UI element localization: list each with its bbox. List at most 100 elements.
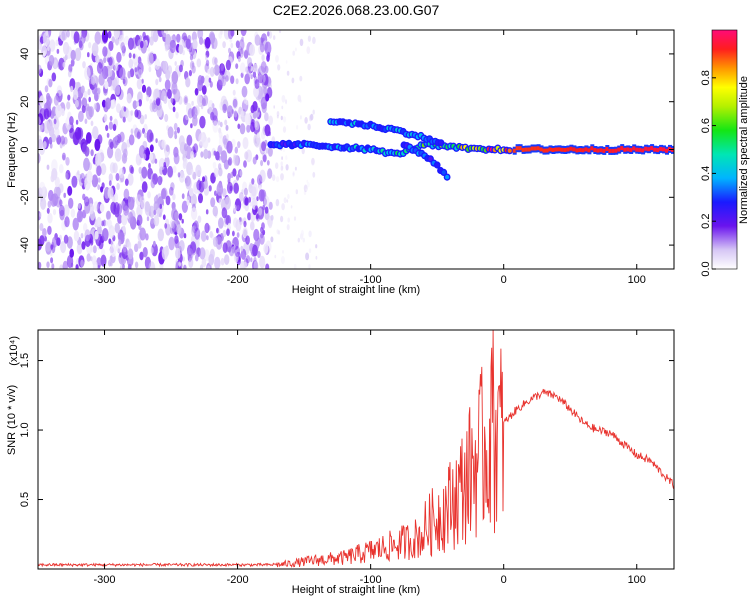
spectrogram-cell	[154, 88, 160, 99]
spectrogram-cell	[118, 168, 124, 179]
spectrogram-cell	[226, 140, 233, 154]
spectrogram-cell	[101, 182, 105, 189]
spectrogram-cell	[109, 255, 113, 262]
spectrogram-cell	[178, 261, 181, 267]
spectrogram-cell	[164, 223, 168, 229]
spectrogram-cell	[276, 176, 280, 183]
spectrogram-cell	[53, 95, 60, 106]
spectrogram-cell	[87, 52, 90, 58]
spectrogram-cell	[224, 254, 230, 265]
spectrogram-track-core	[659, 146, 664, 151]
spectrogram-cell	[167, 126, 174, 139]
spectrogram-cell	[40, 196, 43, 202]
spectrogram-cell	[303, 184, 308, 193]
spectrogram-cell	[39, 108, 46, 122]
spectrogram-cell	[148, 261, 156, 269]
spectrogram-cell	[66, 30, 70, 38]
spectrogram-cell	[142, 153, 147, 160]
spectrogram-cell	[178, 44, 184, 55]
spectrogram-cell	[195, 254, 199, 262]
spectrogram-cell	[93, 103, 98, 110]
spectrogram-cell	[281, 203, 285, 211]
spectrogram-cell	[297, 94, 302, 102]
spectrogram-cell	[108, 57, 113, 66]
spectrogram-cell	[149, 144, 154, 153]
spectrogram-cell	[108, 121, 113, 130]
spectrogram-cell	[155, 97, 161, 106]
colorbar-tick-label: 0.4	[700, 166, 712, 181]
spectrogram-cell	[253, 63, 258, 73]
spectrogram-cell	[47, 212, 53, 224]
spectrogram-cell	[108, 173, 113, 182]
spectrogram-cell	[111, 99, 117, 108]
spectrogram-cell	[282, 146, 286, 153]
spectrogram-cell	[234, 146, 238, 154]
spectrogram-cell	[214, 190, 217, 196]
spectrogram-track-core	[536, 146, 541, 151]
spectrogram-cell	[216, 182, 224, 196]
spectrogram-track-core	[569, 146, 574, 151]
spectrogram-cell	[51, 168, 58, 181]
spectrogram-cell	[190, 123, 193, 129]
spectrogram-cell	[50, 257, 54, 264]
spectrogram-cell	[218, 131, 223, 139]
spectrogram-cell	[114, 63, 119, 72]
spectrogram-track-core	[578, 148, 583, 152]
spectrogram-cell	[103, 57, 107, 64]
spectrogram-cell	[84, 66, 91, 80]
spectrogram-cell	[85, 106, 93, 120]
spectrogram-cell	[236, 174, 240, 181]
spectrogram-cell	[312, 171, 316, 178]
spectrogram-cell	[158, 140, 162, 147]
spectrogram-cell	[183, 114, 189, 126]
spectrogram-cell	[227, 222, 231, 229]
spectrogram-cell	[262, 154, 267, 163]
spectrogram-cell	[112, 162, 118, 174]
spectrogram-cell	[90, 74, 96, 86]
spectrogram-ytick-label: 20	[19, 96, 31, 108]
spectrogram-cell	[196, 94, 203, 106]
spectrogram-cell	[160, 188, 167, 200]
spectrogram-cell	[136, 131, 141, 140]
spectrogram-cell	[96, 62, 103, 74]
spectrogram-cell	[39, 95, 45, 107]
spectrogram-cell	[257, 107, 261, 113]
snr-ylabel: SNR (10 * v/v)	[6, 385, 18, 455]
spectrogram-cell	[183, 143, 188, 152]
spectrogram-cell	[243, 261, 247, 269]
spectrogram-cell	[260, 96, 268, 110]
spectrogram-cell	[115, 173, 120, 181]
spectrogram-cell	[157, 228, 164, 242]
spectrogram-cell	[311, 157, 315, 165]
spectrogram-cell	[281, 95, 286, 103]
spectrogram-cell	[70, 208, 76, 218]
spectrogram-cell	[126, 139, 131, 148]
spectrogram-cell	[240, 30, 247, 37]
spectrogram-cell	[225, 75, 229, 82]
spectrogram-cell	[138, 69, 143, 79]
spectrogram-cell	[262, 229, 266, 236]
spectrogram-cell	[163, 162, 166, 168]
spectrogram-cell	[280, 173, 284, 181]
spectrogram-cell	[77, 170, 80, 176]
spectrogram-track-core	[572, 147, 577, 152]
spectrogram-cell	[306, 179, 309, 184]
spectrogram-cell	[263, 243, 269, 254]
spectrogram-cell	[127, 37, 135, 50]
spectrogram-cell	[73, 31, 80, 44]
spectrogram-cell	[278, 30, 282, 34]
spectrogram-cell	[53, 118, 57, 125]
spectrogram-cell	[204, 37, 211, 49]
spectrogram-cell	[148, 162, 151, 169]
spectrogram-cell	[261, 54, 265, 62]
spectrogram-cell	[236, 232, 240, 238]
spectrogram-cell	[282, 250, 284, 254]
spectrogram-cell	[189, 187, 194, 197]
spectrogram-cell	[124, 178, 129, 186]
spectrogram-track-core	[563, 148, 568, 152]
spectrogram-cell	[38, 42, 43, 51]
spectrogram-cell	[124, 205, 129, 214]
spectrogram-cell	[280, 215, 284, 223]
spectrogram-cell	[51, 72, 57, 82]
spectrogram-cell	[217, 120, 221, 126]
